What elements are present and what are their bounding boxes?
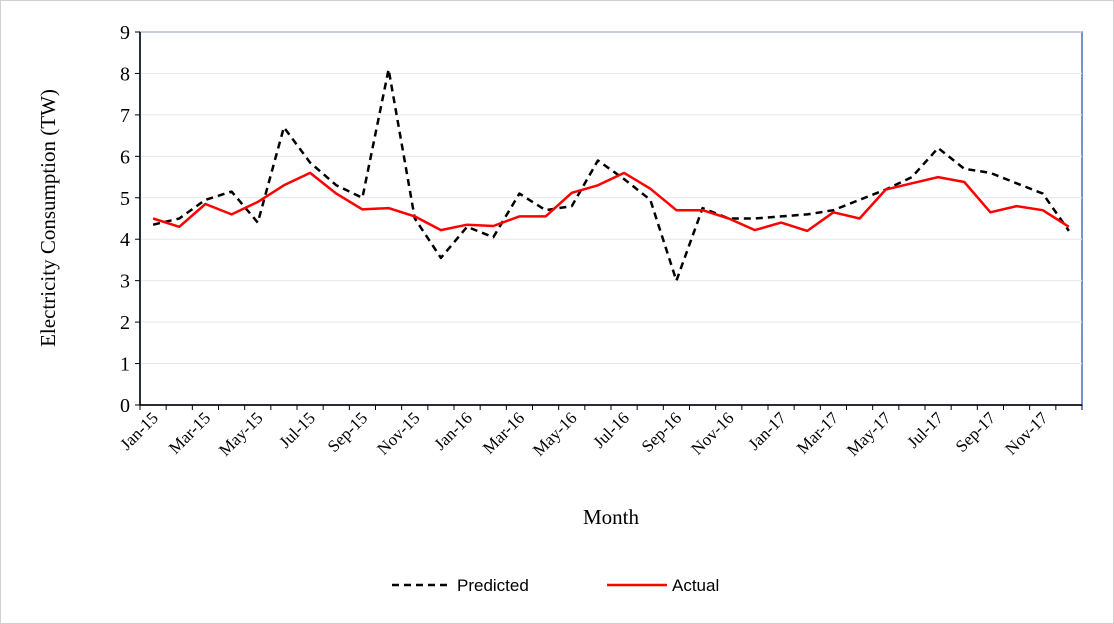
series-line (152, 171, 1070, 233)
y-tick-label: 1 (120, 354, 130, 376)
legend-label: Predicted (457, 576, 529, 595)
series-line (152, 68, 1070, 282)
y-tick-label: 9 (120, 22, 130, 44)
y-tick-label: 7 (120, 105, 130, 127)
y-axis-label: Electricity Consumption (TW) (36, 89, 60, 347)
y-tick-label: 4 (120, 229, 130, 251)
y-tick-label: 8 (120, 63, 130, 85)
x-axis-label: Month (583, 505, 640, 529)
legend-label: Actual (672, 576, 719, 595)
y-tick-label: 3 (120, 271, 130, 293)
y-tick-label: 0 (120, 395, 130, 417)
y-tick-label: 6 (120, 146, 130, 168)
y-tick-label: 5 (120, 188, 130, 210)
y-tick-label: 2 (120, 312, 130, 334)
